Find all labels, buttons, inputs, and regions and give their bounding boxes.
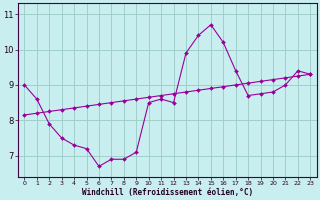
X-axis label: Windchill (Refroidissement éolien,°C): Windchill (Refroidissement éolien,°C) — [82, 188, 253, 197]
